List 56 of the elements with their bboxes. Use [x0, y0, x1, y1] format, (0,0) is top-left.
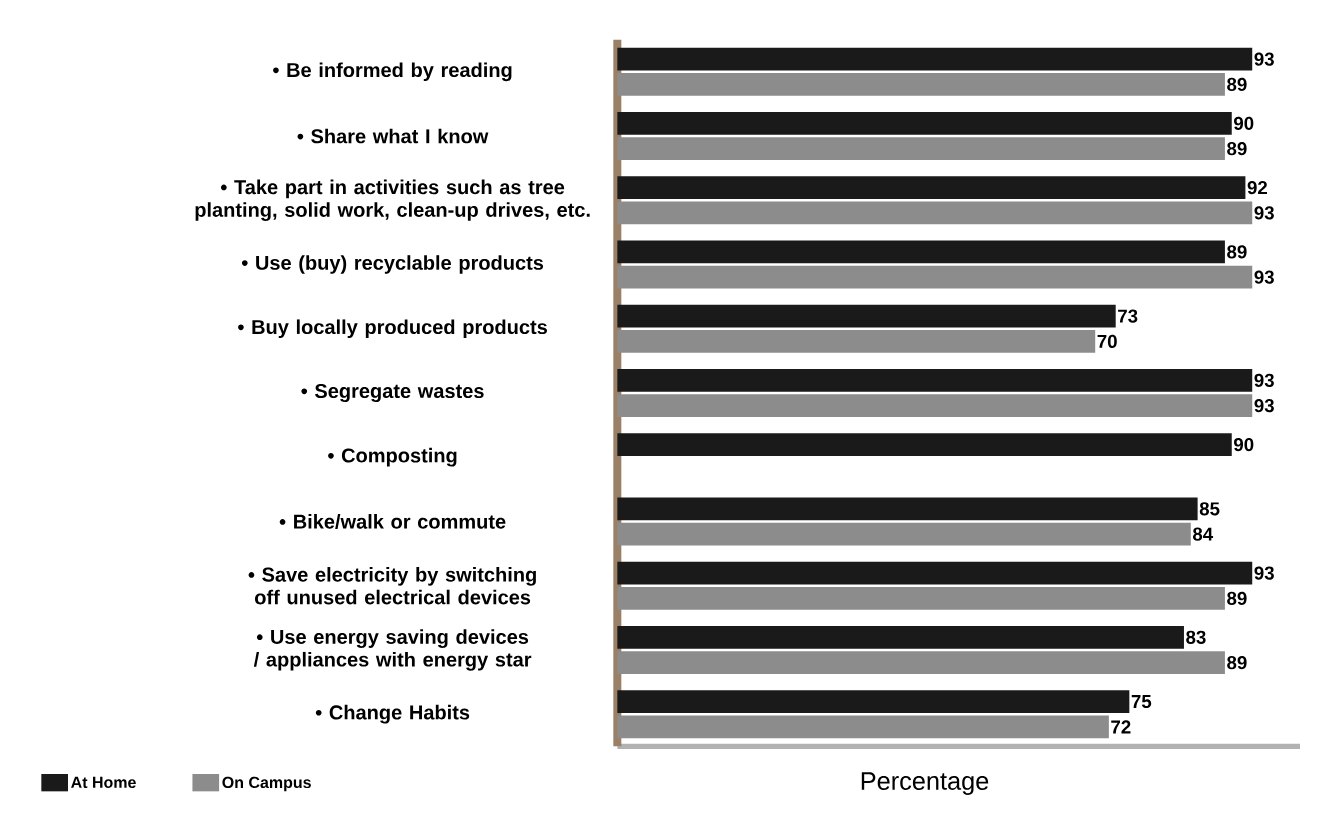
data-label: 89	[1227, 77, 1247, 92]
bar	[617, 625, 1184, 649]
bar	[617, 112, 1232, 135]
bar	[617, 73, 1225, 96]
y-tick-label: • Bike/walk or commute	[279, 514, 506, 529]
data-label: 93	[1254, 52, 1274, 66]
data-label: 92	[1247, 180, 1268, 195]
data-label: 83	[1186, 630, 1206, 644]
data-label: 90	[1233, 116, 1254, 130]
bar	[617, 368, 1253, 392]
bar	[617, 240, 1225, 264]
y-tick-label: • Buy locally produced products	[238, 319, 547, 339]
y-tick-label: • Use (buy) recyclable products	[241, 255, 544, 274]
data-label: 93	[1254, 373, 1274, 387]
bar	[617, 587, 1225, 610]
data-label: 89	[1227, 245, 1247, 259]
bar	[617, 176, 1246, 199]
data-label: 90	[1233, 437, 1254, 452]
bar	[617, 715, 1109, 739]
bar	[617, 304, 1116, 328]
data-label: 89	[1227, 656, 1247, 670]
bar	[617, 433, 1232, 456]
data-label: 75	[1131, 695, 1152, 709]
data-label: 84	[1192, 527, 1214, 541]
data-label: 85	[1199, 502, 1220, 516]
data-label: 89	[1227, 142, 1247, 156]
y-tick-label: • Change Habits	[315, 704, 470, 724]
bar	[617, 522, 1191, 546]
bar	[617, 201, 1253, 225]
data-label: 89	[1227, 591, 1247, 606]
data-label: 72	[1111, 720, 1131, 734]
y-tick-label: • Segregate wastes	[301, 383, 484, 403]
data-label: 70	[1097, 334, 1117, 349]
bar	[617, 137, 1225, 161]
bar	[617, 394, 1253, 417]
y-tick-label: • Share what I know	[297, 128, 489, 144]
legend-label: On Campus	[222, 776, 311, 792]
bar	[617, 690, 1130, 713]
bar	[617, 330, 1096, 353]
bar	[617, 47, 1253, 71]
y-tick-label: • Be informed by reading	[273, 62, 512, 82]
bar	[617, 265, 1253, 289]
data-label: 93	[1254, 270, 1274, 284]
x-axis-title: Percentage	[861, 772, 989, 795]
bar	[617, 561, 1253, 585]
bar	[617, 651, 1225, 674]
y-tick-label: • Take part in activities such as tree planting, solid work, clean-up drives, etc.	[195, 179, 590, 221]
y-tick-label: • Save electricity by switching off unused electrical devices	[248, 567, 536, 605]
data-label: 73	[1118, 309, 1138, 323]
data-label: 93	[1254, 566, 1274, 580]
y-tick-label: • Use energy saving devices / appliances with energy star	[253, 629, 532, 671]
data-label: 93	[1254, 206, 1274, 220]
legend-label: At Home	[71, 776, 136, 788]
bar	[617, 497, 1198, 521]
y-tick-label: • Composting	[328, 447, 457, 467]
data-label: 93	[1254, 399, 1274, 413]
